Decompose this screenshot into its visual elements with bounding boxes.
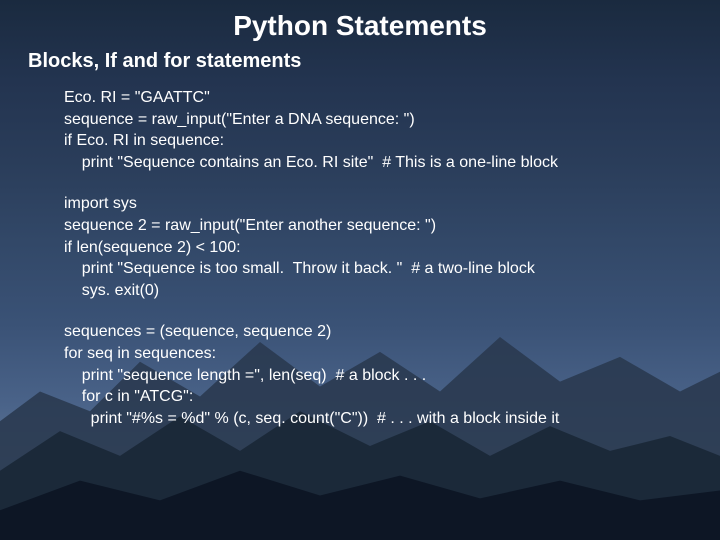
code-block-3: sequences = (sequence, sequence 2) for s… — [64, 321, 692, 429]
slide-content: Python Statements Blocks, If and for sta… — [0, 0, 720, 429]
slide-subtitle: Blocks, If and for statements — [28, 50, 692, 73]
code-block-1: Eco. RI = "GAATTC" sequence = raw_input(… — [64, 87, 692, 173]
slide-title: Python Statements — [28, 10, 692, 42]
code-block-2: import sys sequence 2 = raw_input("Enter… — [64, 193, 692, 301]
